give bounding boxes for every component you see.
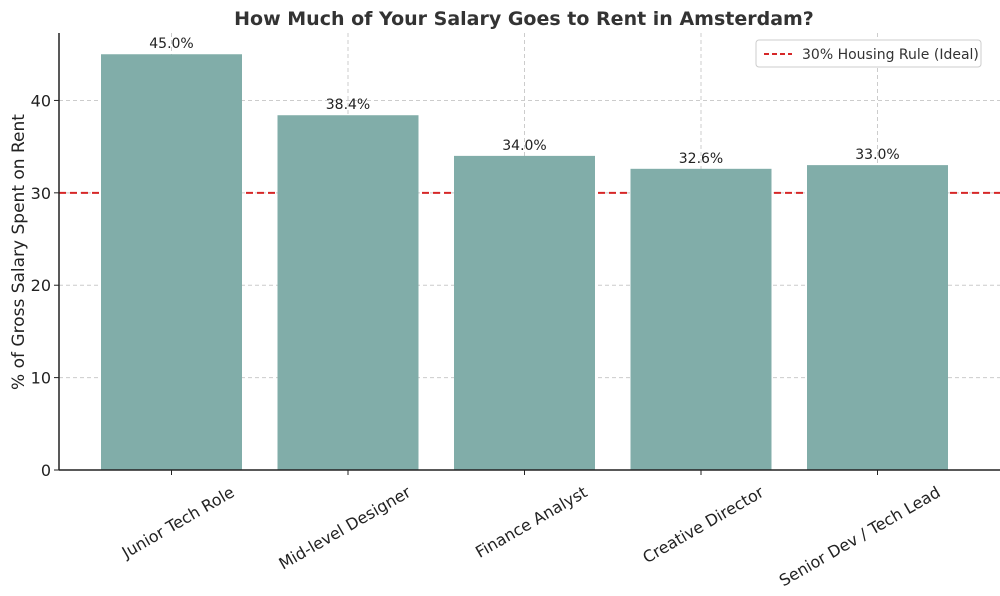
data-label: 45.0% [149, 36, 193, 52]
x-tick-label: Senior Dev / Tech Lead [776, 482, 944, 590]
bar [630, 168, 772, 471]
y-tick-label: 0 [41, 461, 51, 480]
legend: 30% Housing Rule (Ideal) [755, 39, 982, 68]
data-labels: 45.0% 38.4% 34.0% 32.6% 33.0% [149, 36, 899, 167]
y-tick-label: 20 [31, 276, 51, 295]
bar [454, 155, 595, 470]
y-tick-label: 10 [31, 369, 51, 388]
x-tick-labels: Junior Tech Role Mid-level Designer Financ… [118, 470, 944, 590]
legend-label: 30% Housing Rule (Ideal) [802, 47, 979, 63]
bar [101, 54, 242, 470]
bars [101, 54, 948, 471]
data-label: 38.4% [326, 97, 370, 113]
y-tick-label: 30 [31, 184, 51, 203]
x-tick-label: Mid-level Designer [275, 482, 414, 573]
x-tick-label: Junior Tech Role [118, 482, 238, 562]
data-label: 32.6% [679, 151, 723, 167]
y-axis-label: % of Gross Salary Spent on Rent [9, 114, 29, 390]
chart-title: How Much of Your Salary Goes to Rent in … [234, 8, 814, 30]
axes [58, 33, 1000, 471]
bar [807, 165, 948, 470]
data-label: 33.0% [855, 147, 899, 163]
data-label: 34.0% [502, 138, 546, 154]
y-tick-label: 40 [31, 91, 51, 110]
legend-box [755, 39, 982, 68]
x-tick-label: Finance Analyst [472, 482, 590, 561]
bar [277, 115, 419, 470]
y-tick-labels: 0 10 20 30 40 [31, 91, 59, 480]
x-tick-label: Creative Director [639, 482, 767, 567]
